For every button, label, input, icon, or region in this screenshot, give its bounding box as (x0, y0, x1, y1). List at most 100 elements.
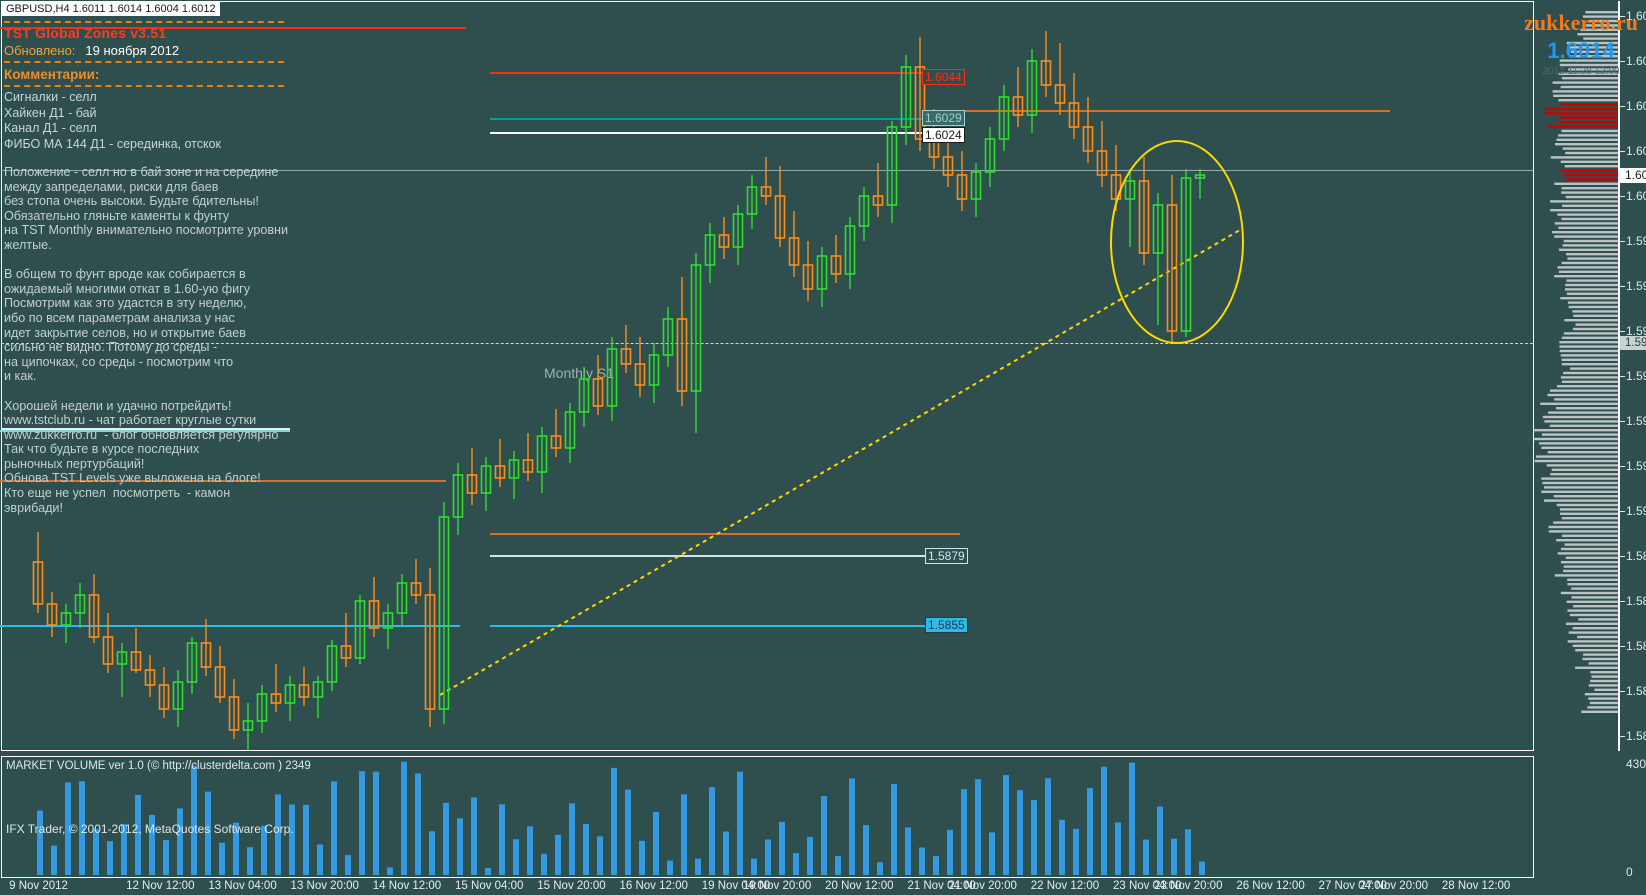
chart-price-tag[interactable]: 1.5879 (925, 548, 968, 564)
price-axis-tick (1620, 286, 1625, 287)
symbol-ohlc-bar: GBPUSD,H4 1.6011 1.6014 1.6004 1.6012 (2, 2, 220, 16)
monthly-s1-price-tag: 1.5956 (1620, 336, 1646, 350)
level-line-mid-white[interactable] (1, 428, 290, 430)
level-line-mid-teal[interactable] (0, 430, 290, 432)
time-axis-label: 15 Nov 20:00 (537, 880, 606, 892)
updated-label: Обновлено: (4, 43, 76, 58)
price-axis-tick (1620, 376, 1625, 377)
time-axis-label: 9 Nov 2012 (9, 880, 68, 892)
time-axis-label: 21 Nov 20:00 (948, 880, 1017, 892)
price-axis-tick (1620, 511, 1625, 512)
time-axis-label: 16 Nov 12:00 (619, 880, 688, 892)
price-axis-label: 1.5825 (1626, 729, 1646, 743)
time-axis-label: 28 Nov 12:00 (1441, 880, 1511, 892)
chart-price-tag[interactable]: 1.5855 (925, 617, 968, 633)
volume-axis-max: 43047 (1626, 757, 1646, 771)
chart-price-tag[interactable]: 1.6029 (922, 110, 965, 126)
price-axis-label: 1.6065 (1626, 9, 1646, 23)
current-price-tag: 1.6012 (1620, 168, 1646, 183)
divider-dashed-1 (4, 21, 284, 23)
copyright-text: IFX Trader, © 2001-2012, MetaQuotes Soft… (6, 822, 294, 836)
price-axis-tick (1620, 331, 1625, 332)
price-axis-label: 1.6035 (1626, 99, 1646, 113)
level-line-upper-orange[interactable] (930, 110, 1390, 112)
volume-indicator-pane[interactable] (1, 756, 1534, 878)
price-axis-label: 1.5990 (1626, 234, 1646, 248)
time-axis-label: 23 Nov 20:00 (1154, 880, 1223, 892)
level-line-resistance-teal[interactable] (490, 118, 922, 120)
price-axis-label: 1.5975 (1626, 279, 1646, 293)
price-axis-label: 1.5960 (1626, 324, 1646, 338)
price-axis-label: 1.5855 (1626, 639, 1646, 653)
time-axis-label: 15 Nov 04:00 (455, 880, 524, 892)
updated-date: 19 ноября 2012 (85, 43, 180, 58)
price-axis-tick (1620, 151, 1625, 152)
volume-profile-histogram (1534, 11, 1618, 713)
level-line-support-blue[interactable] (0, 625, 460, 627)
price-axis-tick (1620, 466, 1625, 467)
price-axis-tick (1620, 16, 1625, 17)
level-line-resistance-white[interactable] (490, 132, 922, 134)
main-chart-pane[interactable] (1, 1, 1534, 751)
chart-price-tag[interactable]: 1.6024 (922, 127, 965, 143)
level-line-current-price-line[interactable] (1, 170, 1533, 171)
time-axis-label: 21 Nov 04:00 (907, 880, 976, 892)
comment-panel: TST Global Zones v3.51 Обновлено: 19 нояб… (4, 18, 474, 152)
time-axis-label: 13 Nov 04:00 (208, 880, 277, 892)
updated-row: Обновлено: 19 ноября 2012 (4, 43, 474, 58)
price-axis-tick (1620, 196, 1625, 197)
price-axis-tick (1620, 556, 1625, 557)
price-axis-label: 1.5870 (1626, 594, 1646, 608)
level-line-support-orange[interactable] (0, 480, 446, 482)
price-axis-tick (1620, 106, 1625, 107)
panel-title: TST Global Zones v3.51 (4, 25, 167, 41)
price-axis-tick (1620, 61, 1625, 62)
time-axis-label: 13 Nov 20:00 (290, 880, 359, 892)
time-axis-label: 14 Nov 12:00 (372, 880, 442, 892)
price-axis-label: 1.5930 (1626, 414, 1646, 428)
price-axis-label: 1.5945 (1626, 369, 1646, 383)
level-line-resistance-red[interactable] (490, 72, 922, 74)
time-axis-label: 27 Nov 04:00 (1318, 880, 1387, 892)
time-axis-label: 19 Nov 20:00 (742, 880, 812, 892)
price-axis-line (1618, 1, 1620, 751)
divider-dashed-3 (4, 85, 284, 87)
watermark-timestamp: 2012.11.28 12:00 (1542, 66, 1620, 77)
time-axis-label: 20 Nov 12:00 (825, 880, 894, 892)
chart-price-tag[interactable]: 1.6044 (922, 69, 965, 85)
signal-line-1: Хайкен Д1 - бай (4, 105, 97, 120)
time-axis-label: 12 Nov 12:00 (126, 880, 195, 892)
comments-header: Комментарии: (4, 67, 100, 82)
time-axis-label: 23 Nov 04:00 (1112, 880, 1182, 892)
divider-dashed-2 (4, 61, 284, 63)
signal-line-3: ФИБО МА 144 Д1 - серединка, отскок (4, 136, 222, 151)
time-axis-label: 19 Nov 04:00 (701, 880, 771, 892)
price-axis-tick (1620, 646, 1625, 647)
price-axis-tick (1620, 421, 1625, 422)
volume-bar-series (37, 761, 1205, 875)
volume-axis-min: 0 (1626, 865, 1633, 879)
comment-body-text: Положение - селл но в бай зоне и на сере… (4, 165, 289, 515)
price-axis-label: 1.5840 (1626, 684, 1646, 698)
price-axis-label: 1.6020 (1626, 144, 1646, 158)
price-axis-tick (1620, 691, 1625, 692)
title-strike-line (0, 27, 466, 29)
price-axis-label: 1.5885 (1626, 549, 1646, 563)
price-axis-label: 1.5915 (1626, 459, 1646, 473)
price-axis-tick (1620, 736, 1625, 737)
time-axis[interactable]: 9 Nov 2012 12 Nov 12:00 13 Nov 04:00 13 Nov… (0, 879, 1646, 895)
watermark-site: zukkerro.ru (1524, 10, 1638, 35)
time-axis-label: 26 Nov 12:00 (1236, 880, 1305, 892)
watermark: zukkerro.ru 1.6014 2012.11.28 12:00 (1524, 10, 1638, 77)
volume-indicator-label: MARKET VOLUME ver 1.0 (© http://clusterd… (6, 760, 311, 772)
price-axis-label: 1.6005 (1626, 189, 1646, 203)
price-axis-tick (1620, 601, 1625, 602)
ellipse-annotation[interactable] (1110, 140, 1244, 344)
price-axis-label: 1.5900 (1626, 504, 1646, 518)
time-axis-label: 27 Nov 20:00 (1359, 880, 1429, 892)
signal-line-2: Канал Д1 - селл (4, 121, 97, 135)
watermark-price: 1.6014 (1547, 38, 1615, 63)
price-axis-label: 1.6050 (1626, 54, 1646, 68)
time-axis-label: 22 Nov 12:00 (1030, 880, 1100, 892)
